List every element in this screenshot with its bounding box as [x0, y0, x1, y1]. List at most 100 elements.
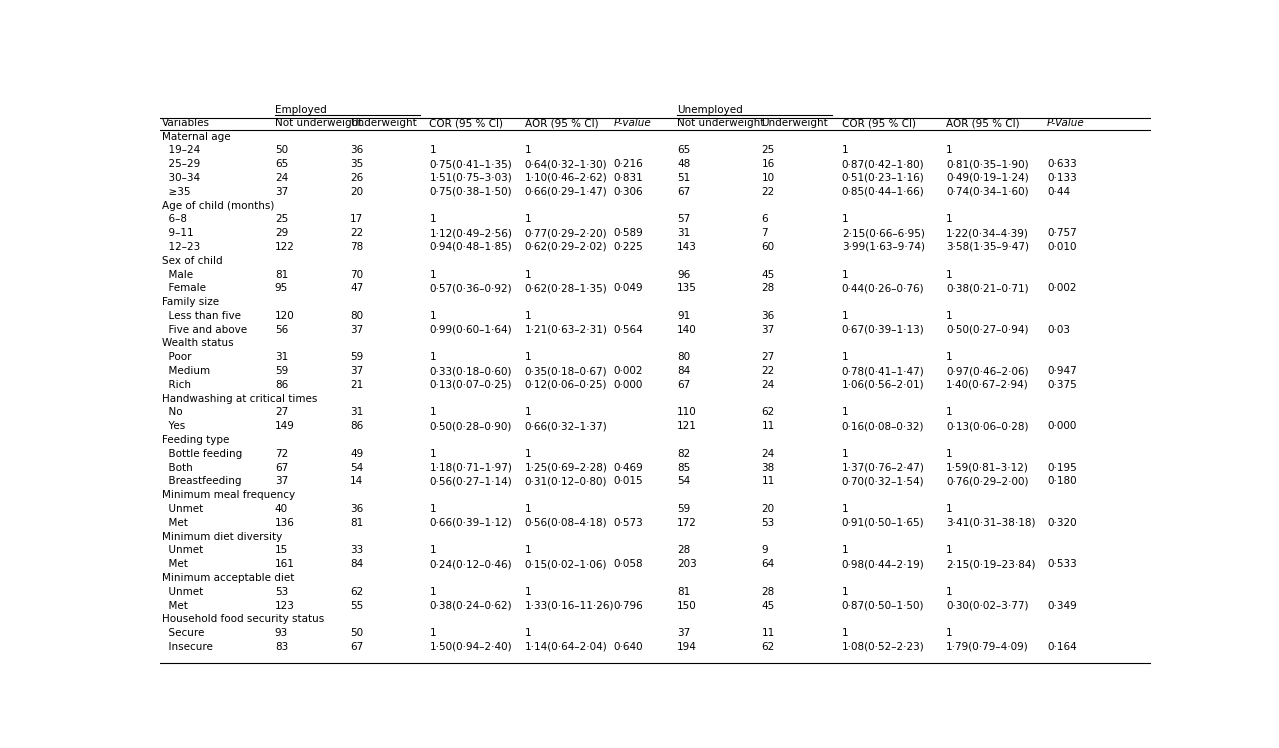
Text: 1: 1	[946, 628, 953, 638]
Text: 0·85(0·44–1·66): 0·85(0·44–1·66)	[842, 187, 925, 197]
Text: 25–29: 25–29	[162, 159, 200, 169]
Text: 59: 59	[275, 366, 288, 376]
Text: 150: 150	[678, 601, 697, 610]
Text: 2·15(0·19–23·84): 2·15(0·19–23·84)	[946, 560, 1036, 569]
Text: 1: 1	[842, 504, 848, 514]
Text: Poor: Poor	[162, 352, 192, 362]
Text: 45: 45	[761, 601, 775, 610]
Text: 0·70(0·32–1·54): 0·70(0·32–1·54)	[842, 476, 925, 486]
Text: 0·010: 0·010	[1048, 242, 1077, 252]
Text: 0·002: 0·002	[614, 366, 643, 376]
Text: 81: 81	[350, 518, 363, 528]
Text: 0·75(0·41–1·35): 0·75(0·41–1·35)	[430, 159, 512, 169]
Text: 0·831: 0·831	[614, 173, 643, 183]
Text: 0·947: 0·947	[1048, 366, 1077, 376]
Text: 1: 1	[946, 311, 953, 321]
Text: Breastfeeding: Breastfeeding	[162, 476, 242, 486]
Text: 49: 49	[350, 449, 363, 459]
Text: 59: 59	[350, 352, 363, 362]
Text: 1·06(0·56–2·01): 1·06(0·56–2·01)	[842, 380, 925, 390]
Text: 37: 37	[678, 628, 691, 638]
Text: 1·08(0·52–2·23): 1·08(0·52–2·23)	[842, 642, 925, 652]
Text: 1: 1	[946, 449, 953, 459]
Text: 24: 24	[761, 449, 775, 459]
Text: 91: 91	[678, 311, 691, 321]
Text: Yes: Yes	[162, 421, 185, 432]
Text: 38: 38	[761, 463, 775, 473]
Text: 29: 29	[275, 228, 288, 238]
Text: Minimum diet diversity: Minimum diet diversity	[162, 532, 283, 542]
Text: Age of child (months): Age of child (months)	[162, 200, 274, 210]
Text: 0·76(0·29–2·00): 0·76(0·29–2·00)	[946, 476, 1028, 486]
Text: 28: 28	[761, 283, 775, 293]
Text: Unmet: Unmet	[162, 586, 203, 597]
Text: 0·66(0·29–1·47): 0·66(0·29–1·47)	[524, 187, 608, 197]
Text: 16: 16	[761, 159, 775, 169]
Text: 0·469: 0·469	[614, 463, 643, 473]
Text: 25: 25	[761, 145, 775, 156]
Text: 1: 1	[946, 408, 953, 417]
Text: 1: 1	[430, 352, 436, 362]
Text: 0·349: 0·349	[1048, 601, 1077, 610]
Text: 1: 1	[524, 504, 531, 514]
Text: 1: 1	[524, 311, 531, 321]
Text: 0·49(0·19–1·24): 0·49(0·19–1·24)	[946, 173, 1028, 183]
Text: 37: 37	[761, 325, 775, 334]
Text: 136: 136	[275, 518, 294, 528]
Text: 30–34: 30–34	[162, 173, 200, 183]
Text: 3·99(1·63–9·74): 3·99(1·63–9·74)	[842, 242, 925, 252]
Text: 0·000: 0·000	[1048, 421, 1077, 432]
Text: 20: 20	[350, 187, 363, 197]
Text: 0·87(0·50–1·50): 0·87(0·50–1·50)	[842, 601, 925, 610]
Text: 161: 161	[275, 560, 294, 569]
Text: 19–24: 19–24	[162, 145, 200, 156]
Text: Wealth status: Wealth status	[162, 339, 234, 349]
Text: 0·195: 0·195	[1048, 463, 1077, 473]
Text: AOR (95 % CI): AOR (95 % CI)	[524, 118, 599, 128]
Text: 1: 1	[946, 586, 953, 597]
Text: 143: 143	[678, 242, 697, 252]
Text: Medium: Medium	[162, 366, 210, 376]
Text: Secure: Secure	[162, 628, 205, 638]
Text: 80: 80	[350, 311, 363, 321]
Text: 0·31(0·12–0·80): 0·31(0·12–0·80)	[524, 476, 608, 486]
Text: Unemployed: Unemployed	[678, 105, 743, 115]
Text: 96: 96	[678, 269, 691, 280]
Text: 64: 64	[761, 560, 775, 569]
Text: 0·99(0·60–1·64): 0·99(0·60–1·64)	[430, 325, 512, 334]
Text: Employed: Employed	[275, 105, 326, 115]
Text: 0·000: 0·000	[614, 380, 643, 390]
Text: 0·35(0·18–0·67): 0·35(0·18–0·67)	[524, 366, 608, 376]
Text: 0·13(0·06–0·28): 0·13(0·06–0·28)	[946, 421, 1028, 432]
Text: 1·25(0·69–2·28): 1·25(0·69–2·28)	[524, 463, 608, 473]
Text: 81: 81	[275, 269, 288, 280]
Text: Female: Female	[162, 283, 206, 293]
Text: Not underweight: Not underweight	[275, 118, 362, 128]
Text: 194: 194	[678, 642, 697, 652]
Text: Handwashing at critical times: Handwashing at critical times	[162, 393, 317, 404]
Text: Met: Met	[162, 560, 188, 569]
Text: 65: 65	[678, 145, 691, 156]
Text: Less than five: Less than five	[162, 311, 240, 321]
Text: 1·10(0·46–2·62): 1·10(0·46–2·62)	[524, 173, 608, 183]
Text: Five and above: Five and above	[162, 325, 247, 334]
Text: 0·51(0·23–1·16): 0·51(0·23–1·16)	[842, 173, 925, 183]
Text: 33: 33	[350, 545, 363, 556]
Text: 0·66(0·39–1·12): 0·66(0·39–1·12)	[430, 518, 512, 528]
Text: 203: 203	[678, 560, 697, 569]
Text: 59: 59	[678, 504, 691, 514]
Text: Underweight: Underweight	[350, 118, 417, 128]
Text: 65: 65	[275, 159, 288, 169]
Text: 0·62(0·29–2·02): 0·62(0·29–2·02)	[524, 242, 608, 252]
Text: 0·533: 0·533	[1048, 560, 1077, 569]
Text: 0·56(0·08–4·18): 0·56(0·08–4·18)	[524, 518, 608, 528]
Text: 27: 27	[275, 408, 288, 417]
Text: 84: 84	[678, 366, 691, 376]
Text: 86: 86	[275, 380, 288, 390]
Text: 20: 20	[761, 504, 775, 514]
Text: 62: 62	[761, 642, 775, 652]
Text: 17: 17	[350, 215, 363, 224]
Text: 0·216: 0·216	[614, 159, 643, 169]
Text: 57: 57	[678, 215, 691, 224]
Text: ≥35: ≥35	[162, 187, 191, 197]
